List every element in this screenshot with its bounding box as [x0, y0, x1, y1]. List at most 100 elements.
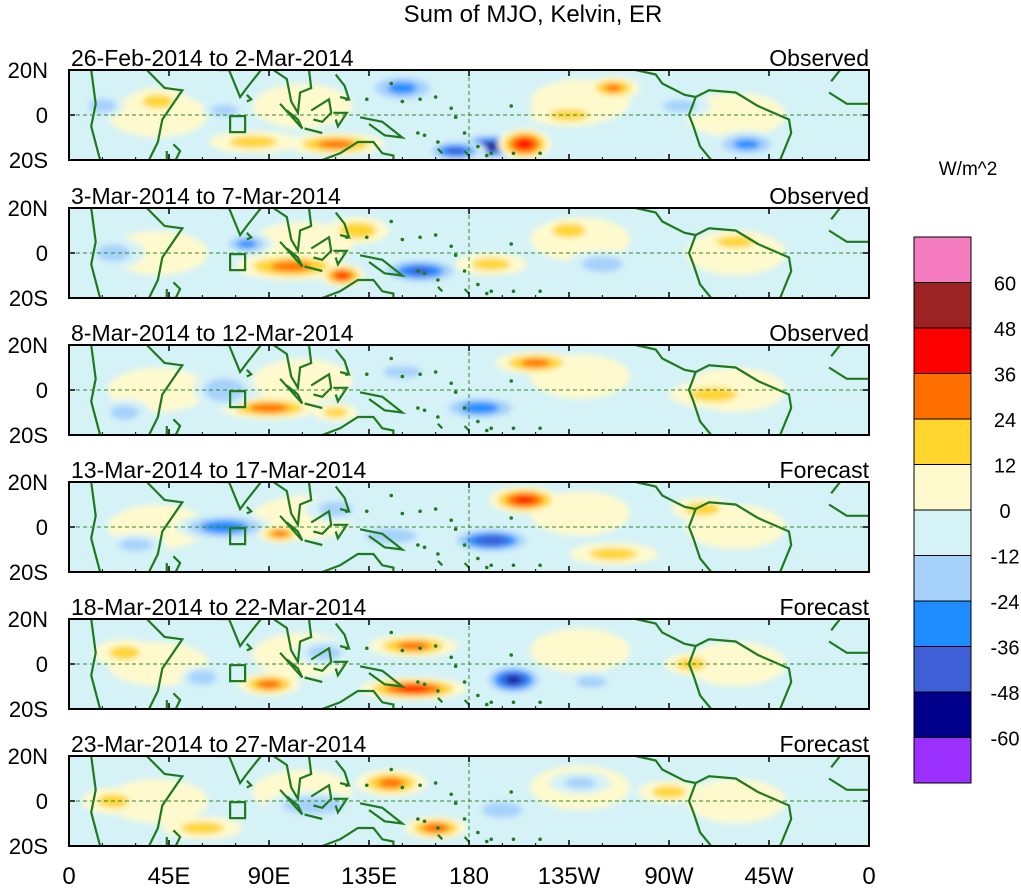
island-dot	[418, 97, 422, 102]
island-dot	[449, 381, 454, 386]
coastline	[165, 829, 182, 846]
anomaly-contour	[400, 686, 427, 692]
coastline	[279, 378, 304, 405]
island-dot	[538, 837, 542, 842]
coastline	[635, 619, 696, 648]
island-dot	[389, 493, 394, 498]
colorbar-swatch	[913, 464, 972, 511]
anomaly-contour	[216, 107, 233, 114]
island-dot	[436, 552, 440, 556]
island-dot	[400, 99, 405, 104]
coastline	[310, 646, 333, 673]
island-dot	[344, 372, 349, 377]
panel-date-range: 23-Mar-2014 to 27-Mar-2014	[71, 731, 367, 757]
island-dot	[344, 646, 349, 651]
colorbar-swatch	[913, 282, 972, 329]
coastline	[279, 241, 304, 268]
land-outlines	[90, 70, 869, 160]
island-dot	[389, 767, 394, 772]
coastline	[272, 345, 313, 392]
island-dot	[511, 563, 516, 568]
y-tick-label: 20S	[9, 148, 48, 173]
coastline	[828, 366, 869, 380]
coastline	[321, 552, 395, 572]
coastline	[217, 345, 263, 375]
island-dot	[449, 106, 454, 111]
coastline	[828, 777, 869, 791]
panel-status: Observed	[769, 183, 869, 209]
coastline	[165, 555, 182, 572]
anomaly-contour	[735, 139, 758, 149]
panel-status: Observed	[769, 320, 869, 346]
island-dot	[422, 271, 427, 276]
island-dot	[436, 826, 440, 830]
coastline	[437, 834, 444, 841]
coastline	[687, 96, 713, 160]
island-dot	[462, 543, 467, 547]
island-dot	[511, 151, 516, 156]
island-dot	[538, 563, 542, 568]
island-dot	[344, 509, 349, 514]
coastline	[165, 418, 182, 435]
anomaly-field	[82, 217, 786, 287]
anomaly-contour	[94, 101, 111, 111]
island-dot	[400, 648, 405, 653]
coastline	[333, 797, 349, 815]
island-dot	[484, 565, 489, 570]
island-dot	[511, 426, 516, 431]
anomaly-contour	[719, 236, 753, 247]
coastline	[310, 235, 333, 262]
island-dot	[453, 115, 458, 120]
coastline	[828, 640, 869, 654]
island-dot	[344, 783, 349, 788]
x-tick-label: 0	[862, 863, 875, 889]
anomaly-contour	[389, 83, 415, 93]
island-dot	[400, 374, 405, 379]
island-dot	[364, 235, 369, 240]
colorbar-swatch	[913, 737, 972, 784]
reference-box	[229, 390, 247, 409]
coastline	[246, 506, 254, 515]
coastline	[359, 391, 407, 415]
coastline	[310, 783, 333, 810]
island-dot	[389, 356, 394, 361]
island-dot	[453, 253, 458, 258]
coastline	[334, 73, 351, 101]
island-dot	[433, 781, 438, 785]
x-tick-label: 90W	[644, 863, 694, 889]
reference-box	[229, 664, 247, 683]
panel-date-range: 18-Mar-2014 to 22-Mar-2014	[71, 594, 367, 620]
island-dot	[364, 783, 369, 788]
coastline	[304, 127, 323, 135]
anomaly-contour	[481, 537, 501, 544]
island-dot	[416, 817, 420, 821]
anomaly-contour	[273, 530, 288, 537]
anomaly-contour	[448, 148, 463, 154]
island-dot	[418, 646, 422, 651]
y-tick-label: 0	[36, 515, 48, 540]
coastline	[146, 619, 185, 709]
anomaly-background-patch	[530, 628, 631, 673]
coastline	[146, 482, 185, 572]
anomaly-contour	[399, 642, 428, 650]
panel-status: Forecast	[780, 594, 870, 620]
anomaly-contour	[604, 84, 623, 92]
island-dot	[422, 682, 427, 687]
coastline	[437, 560, 444, 567]
panel-status: Forecast	[780, 731, 870, 757]
coastline	[165, 692, 182, 709]
anomaly-contour	[692, 388, 734, 401]
island-dot	[436, 415, 440, 419]
colorbar-label: 24	[994, 410, 1016, 432]
y-tick-label: 20S	[9, 697, 48, 722]
coastline	[695, 501, 793, 572]
coastline	[321, 415, 395, 435]
island-dot	[476, 144, 480, 149]
anomaly-contour	[665, 100, 695, 112]
anomaly-contour	[254, 404, 284, 412]
coastline	[687, 508, 713, 572]
island-dot	[476, 282, 480, 287]
island-dot	[433, 233, 438, 237]
coastline	[272, 619, 313, 666]
